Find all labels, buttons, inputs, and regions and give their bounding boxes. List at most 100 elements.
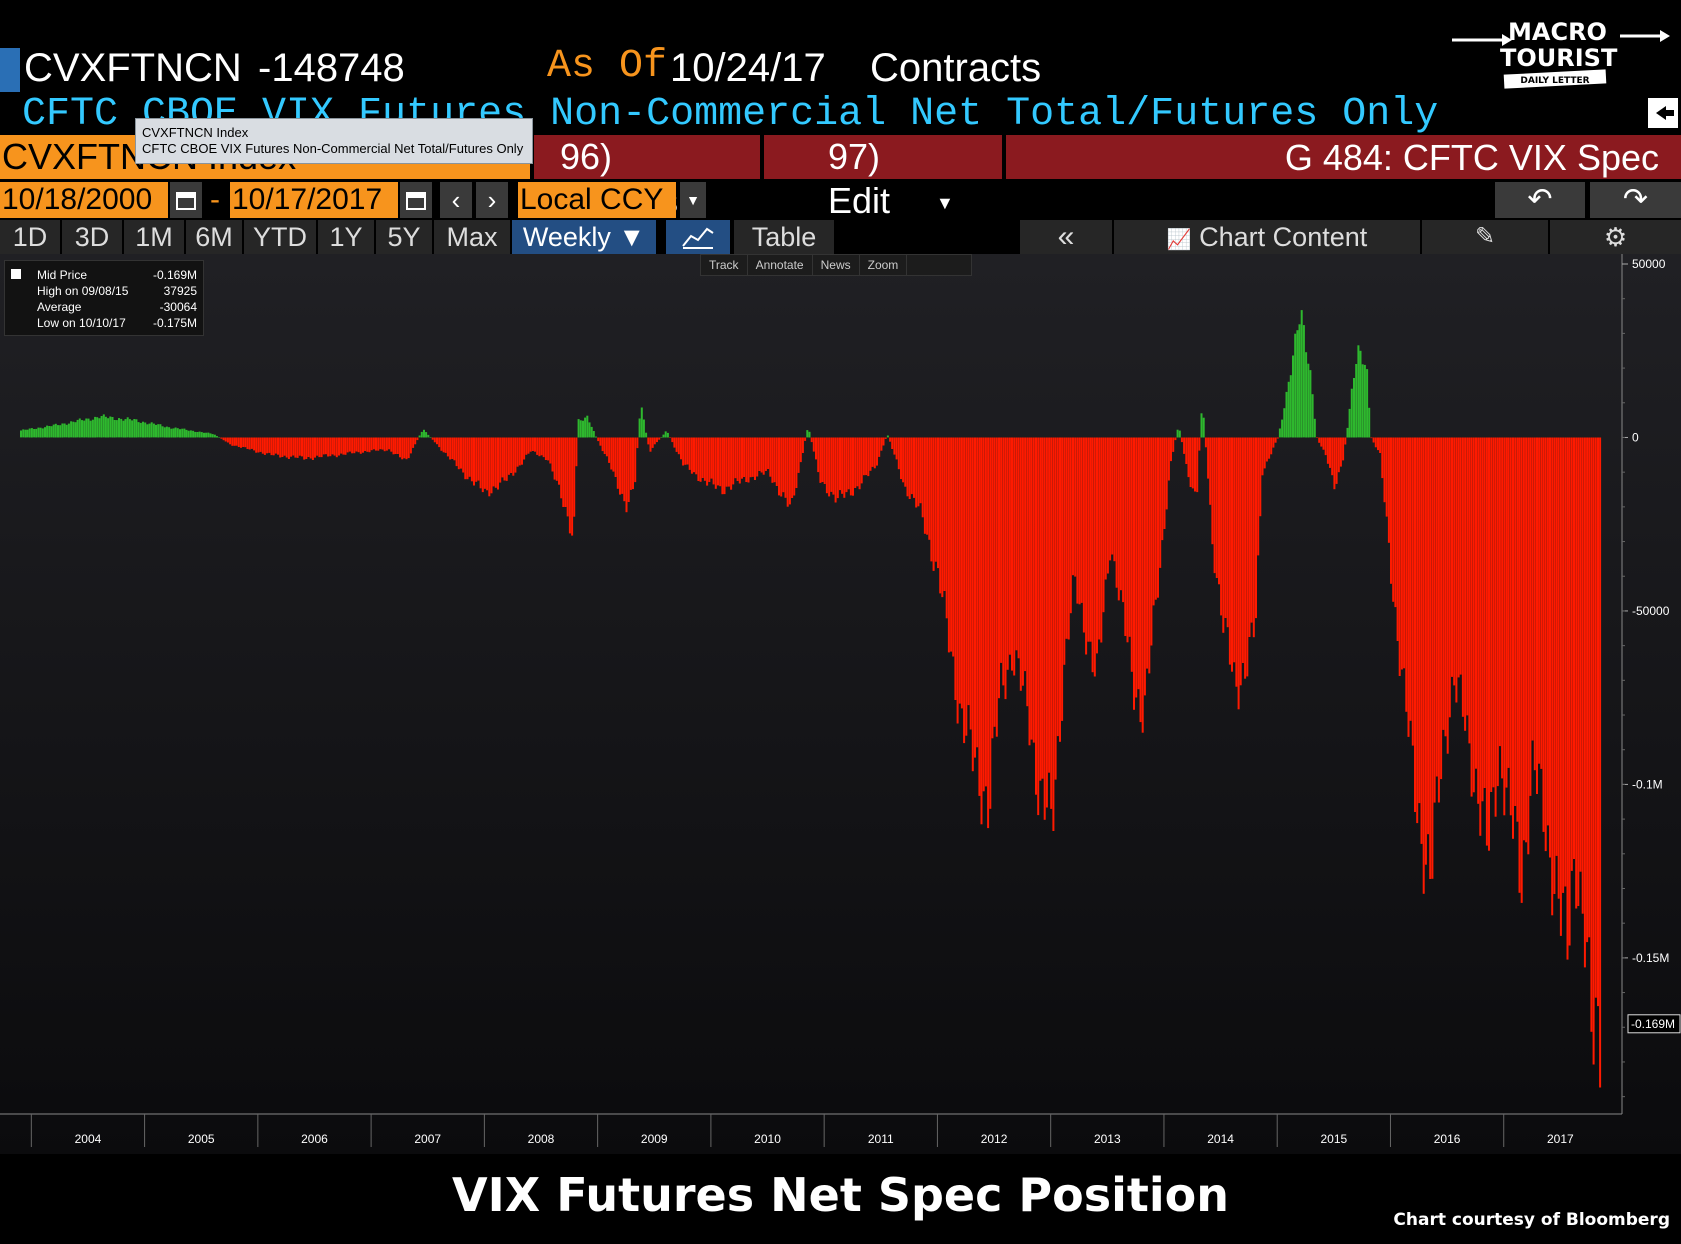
chart-bar (893, 437, 896, 455)
chart-bar (440, 437, 443, 451)
chart-bar (494, 437, 497, 488)
currency-field[interactable]: Local CCY (518, 182, 676, 218)
chart-bar (362, 437, 364, 453)
chart-bar (1235, 437, 1238, 687)
chart-bar (1527, 437, 1530, 855)
chart-bar (283, 437, 286, 456)
start-date-field[interactable]: 10/18/2000 (0, 182, 168, 218)
chart-bar (1220, 437, 1223, 616)
chart-bar (592, 431, 595, 438)
logo-tagline: DAILY LETTER (1520, 76, 1589, 86)
chart-bar (564, 437, 567, 507)
chart-bar (242, 437, 245, 447)
chart-bar (218, 437, 221, 438)
chart-bar (703, 437, 706, 481)
chart-bar (1067, 437, 1070, 640)
chart-bar (1418, 437, 1421, 804)
chart-bar (1026, 437, 1029, 707)
chart-bar (1222, 437, 1225, 633)
tab-max[interactable]: Max (434, 220, 510, 254)
legend-value: -30064 (159, 300, 197, 314)
chart-bar (179, 429, 181, 438)
chart-bar (453, 437, 456, 461)
exit-icon[interactable] (1648, 98, 1678, 128)
chart-bar (882, 437, 885, 446)
chart-bar (301, 437, 303, 457)
chart-bar (348, 437, 351, 452)
undo-icon[interactable]: ↶ (1495, 182, 1585, 218)
chart-bar (1422, 437, 1425, 894)
x-tick-label: 2017 (1547, 1132, 1574, 1146)
chart-bar (1379, 437, 1382, 453)
chart-bar (351, 437, 354, 454)
tab-1m[interactable]: 1M (124, 220, 184, 254)
calendar-icon[interactable] (170, 182, 202, 218)
tab-3d[interactable]: 3D (62, 220, 122, 254)
chart-bar (1501, 437, 1504, 779)
tab-1d[interactable]: 1D (0, 220, 60, 254)
chart-bar (690, 437, 693, 474)
chart-bar (523, 437, 526, 460)
chart-bar (636, 437, 639, 449)
chart-bar (555, 437, 558, 481)
end-date-field[interactable]: 10/17/2017 (230, 182, 398, 218)
line-chart-icon[interactable] (666, 220, 730, 254)
frequency-dropdown[interactable]: Weekly ▼ (512, 220, 656, 254)
tab-1y[interactable]: 1Y (318, 220, 374, 254)
legend-row: Mid Price -0.169M (11, 267, 197, 283)
chart-bar (1152, 437, 1155, 606)
tab-ytd[interactable]: YTD (244, 220, 316, 254)
chart-bar (1200, 413, 1203, 438)
tab-6m[interactable]: 6M (186, 220, 242, 254)
chart-bar (33, 429, 36, 438)
chart-bar (930, 437, 933, 562)
tab-table[interactable]: Table (734, 220, 834, 254)
chart-content-button[interactable]: 📈 Chart Content (1114, 220, 1420, 254)
tab-5y[interactable]: 5Y (376, 220, 432, 254)
chart-bar (507, 437, 510, 475)
chart-bar (100, 416, 103, 438)
chart-bar (1215, 437, 1218, 578)
x-tick-label: 2007 (414, 1132, 441, 1146)
chart-bar (37, 427, 40, 438)
chart-bar (368, 437, 371, 453)
track-tool[interactable]: Track (701, 255, 748, 275)
actions-menu[interactable]: 96) Actions▼ (534, 135, 760, 221)
news-tool[interactable]: News (813, 255, 860, 275)
caret-down-icon[interactable]: ▼ (680, 182, 706, 218)
redo-icon[interactable]: ↷ (1590, 182, 1681, 218)
chart-bar (640, 407, 643, 438)
chart-bar (645, 432, 648, 438)
chart-bar (1481, 437, 1484, 802)
gear-icon[interactable]: ⚙ (1550, 220, 1681, 254)
chart-bar (427, 434, 430, 438)
chart-bar (965, 437, 968, 736)
chart-bar (995, 437, 998, 737)
calendar-icon[interactable] (400, 182, 432, 218)
chart-bar (274, 437, 277, 454)
caret-down-icon: ▼ (936, 193, 954, 214)
date-separator: - (210, 183, 220, 216)
chart-bar (196, 432, 199, 438)
chart-bar (1296, 330, 1299, 438)
chart-bar (1477, 437, 1480, 804)
zoom-tool[interactable]: Zoom (860, 255, 908, 275)
chart-bar (573, 437, 576, 517)
chevron-right-icon[interactable]: › (476, 182, 508, 218)
chevron-left-icon[interactable]: ‹ (440, 182, 472, 218)
chart-bar (1176, 429, 1179, 438)
chart-bar (1128, 437, 1131, 637)
chart-bar (769, 437, 772, 477)
chart-bar (409, 437, 412, 454)
edit-chart-icon[interactable]: ✎ (1422, 220, 1548, 254)
edit-menu[interactable]: 97) Edit ▼ (764, 135, 1002, 221)
chart-bar (1329, 437, 1331, 468)
chart-bar (725, 437, 728, 487)
collapse-icon[interactable]: « (1020, 220, 1112, 254)
chart-bar (189, 430, 192, 438)
chart-bar (660, 437, 663, 438)
chart-bar (889, 437, 892, 442)
chart-bar (1538, 437, 1541, 764)
annotate-tool[interactable]: Annotate (748, 255, 813, 275)
